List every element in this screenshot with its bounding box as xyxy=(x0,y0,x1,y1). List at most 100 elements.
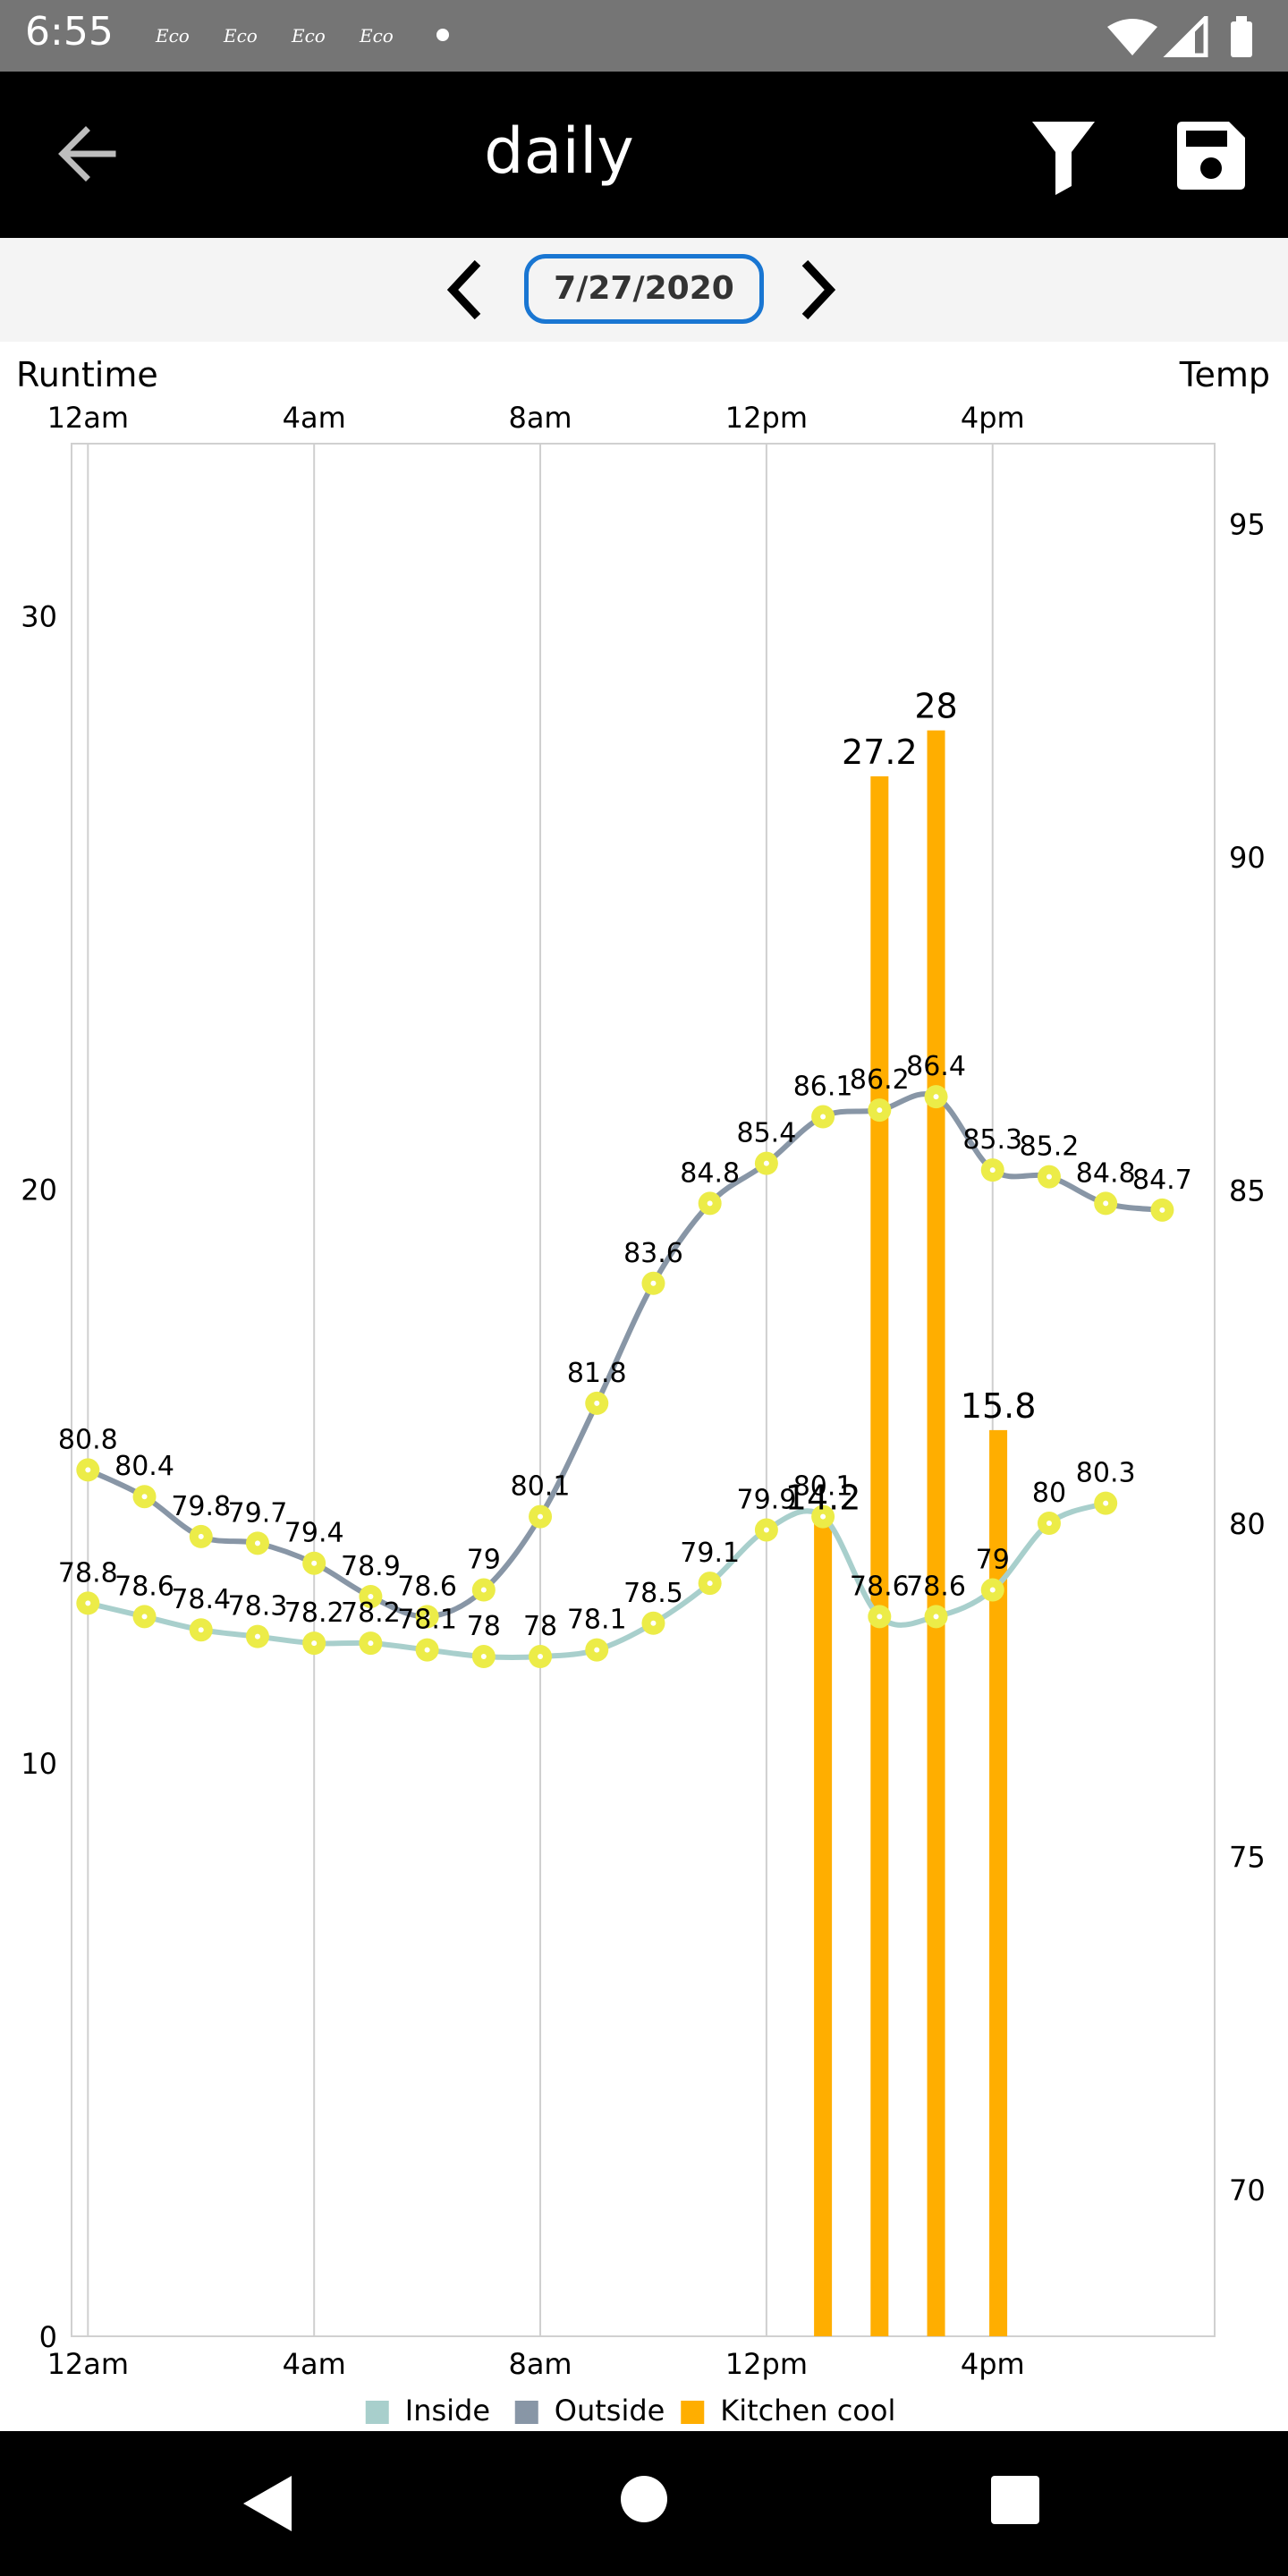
inside-value-label: 78.1 xyxy=(397,1605,457,1636)
inside-point-center xyxy=(368,1640,374,1647)
bar-value-label: 27.2 xyxy=(842,733,918,772)
outside-value-label: 86.4 xyxy=(906,1051,966,1082)
inside-value-label: 80 xyxy=(1032,1478,1066,1509)
inside-value-label: 78.2 xyxy=(284,1597,344,1629)
inside-point-center xyxy=(85,1600,91,1606)
inside-point-center xyxy=(254,1633,260,1640)
right-tick-label: 85 xyxy=(1229,1174,1266,1208)
battery-icon xyxy=(1231,16,1252,57)
inside-value-label: 78.2 xyxy=(341,1597,401,1629)
notification-eco-icon: Eco xyxy=(224,25,258,47)
x-tick-label-top: 4am xyxy=(283,401,346,435)
x-tick-label-bottom: 4pm xyxy=(961,2347,1025,2381)
right-tick-label: 80 xyxy=(1229,1507,1266,1541)
outside-point-center xyxy=(763,1160,769,1166)
system-nav-bar xyxy=(0,2431,1288,2576)
outside-value-label: 84.8 xyxy=(1076,1157,1136,1189)
inside-point-center xyxy=(480,1654,487,1660)
inside-point-center xyxy=(311,1640,318,1647)
inside-point-center xyxy=(650,1620,657,1626)
chevron-right-icon[interactable] xyxy=(791,256,844,324)
outside-point-center xyxy=(368,1593,374,1599)
outside-point-center xyxy=(141,1494,148,1500)
status-bar: 6:55 Eco Eco Eco Eco xyxy=(0,0,1288,72)
inside-value-label: 80.3 xyxy=(1076,1458,1136,1489)
inside-value-label: 78.6 xyxy=(906,1571,966,1602)
outside-value-label: 85.4 xyxy=(736,1118,796,1149)
legend-swatch xyxy=(365,2401,389,2424)
arrow-back-icon[interactable] xyxy=(50,118,122,190)
x-tick-label-bottom: 12pm xyxy=(725,2347,808,2381)
kitchen-cool-bar xyxy=(989,1429,1008,2336)
inside-value-label: 79 xyxy=(976,1545,1010,1576)
left-tick-label: 20 xyxy=(21,1174,57,1208)
inside-value-label: 78 xyxy=(467,1611,501,1642)
left-tick-label: 30 xyxy=(21,599,57,633)
inside-value-label: 79.1 xyxy=(680,1538,740,1569)
page-title: daily xyxy=(484,114,634,188)
inside-value-label: 78 xyxy=(523,1611,557,1642)
outside-series-line xyxy=(87,1091,1163,1620)
right-tick-label: 90 xyxy=(1229,841,1266,875)
date-selector: 7/27/2020 xyxy=(0,238,1288,342)
outside-point-center xyxy=(424,1614,430,1620)
wifi-icon xyxy=(1107,19,1157,55)
date-picker-button[interactable]: 7/27/2020 xyxy=(524,254,764,324)
legend-label: Outside xyxy=(555,2394,665,2428)
save-icon[interactable] xyxy=(1177,122,1245,190)
left-axis-title: Runtime xyxy=(16,355,158,394)
outside-value-label: 86.2 xyxy=(850,1064,910,1096)
right-tick-label: 75 xyxy=(1229,1841,1266,1875)
inside-value-label: 78.6 xyxy=(114,1571,174,1602)
inside-point-center xyxy=(538,1654,544,1660)
inside-value-label: 78.6 xyxy=(850,1571,910,1602)
outside-value-label: 79.4 xyxy=(284,1518,344,1549)
inside-value-label: 78.4 xyxy=(171,1584,231,1615)
kitchen-cool-bar xyxy=(927,730,945,2336)
outside-point-center xyxy=(254,1540,260,1546)
nav-recent-icon[interactable] xyxy=(991,2476,1039,2524)
x-tick-label-bottom: 4am xyxy=(283,2347,346,2381)
legend-swatch xyxy=(514,2401,538,2424)
notification-eco-icon: Eco xyxy=(292,25,326,47)
x-tick-label-top: 8am xyxy=(508,401,572,435)
chart-area: 14.2 27.2 28 15.8 80.8 80.4 79.8 79.7 79.4 78.9 78… xyxy=(0,342,1288,2431)
inside-value-label: 79.9 xyxy=(736,1484,796,1515)
outside-value-label: 84.8 xyxy=(680,1157,740,1189)
outside-point-center xyxy=(989,1167,996,1174)
kitchen-cool-bar xyxy=(870,775,889,2336)
outside-point-center xyxy=(877,1107,883,1114)
inside-point-center xyxy=(877,1614,883,1620)
inside-value-label: 78.3 xyxy=(228,1591,288,1623)
outside-point-center xyxy=(1103,1200,1109,1207)
legend-swatch xyxy=(681,2401,705,2424)
inside-point-center xyxy=(933,1614,939,1620)
inside-point-center xyxy=(763,1527,769,1533)
filter-icon[interactable] xyxy=(1030,114,1097,195)
x-tick-label-top: 12am xyxy=(47,401,130,435)
outside-point-center xyxy=(85,1467,91,1473)
inside-point-center xyxy=(1046,1521,1052,1527)
nav-back-icon[interactable] xyxy=(240,2474,299,2533)
notification-eco-icon: Eco xyxy=(156,25,190,47)
chevron-left-icon[interactable] xyxy=(438,256,492,324)
inside-value-label: 78.5 xyxy=(623,1578,683,1609)
inside-point-center xyxy=(141,1614,148,1620)
inside-point-center xyxy=(707,1580,713,1587)
outside-point-center xyxy=(538,1513,544,1520)
x-tick-label-bottom: 8am xyxy=(508,2347,572,2381)
inside-point-center xyxy=(424,1647,430,1653)
outside-value-label: 80.4 xyxy=(114,1451,174,1482)
bar-value-label: 15.8 xyxy=(961,1386,1037,1426)
nav-home-icon[interactable] xyxy=(621,2476,667,2522)
outside-point-center xyxy=(311,1560,318,1566)
outside-value-label: 79.7 xyxy=(228,1497,288,1529)
outside-value-label: 79 xyxy=(467,1545,501,1576)
outside-value-label: 80.1 xyxy=(511,1471,571,1503)
inside-point-center xyxy=(594,1647,600,1653)
outside-value-label: 83.6 xyxy=(623,1238,683,1269)
outside-value-label: 86.1 xyxy=(793,1072,853,1103)
x-tick-label-top: 4pm xyxy=(961,401,1025,435)
legend-label: Kitchen cool xyxy=(720,2394,895,2428)
status-icons xyxy=(1107,16,1252,57)
